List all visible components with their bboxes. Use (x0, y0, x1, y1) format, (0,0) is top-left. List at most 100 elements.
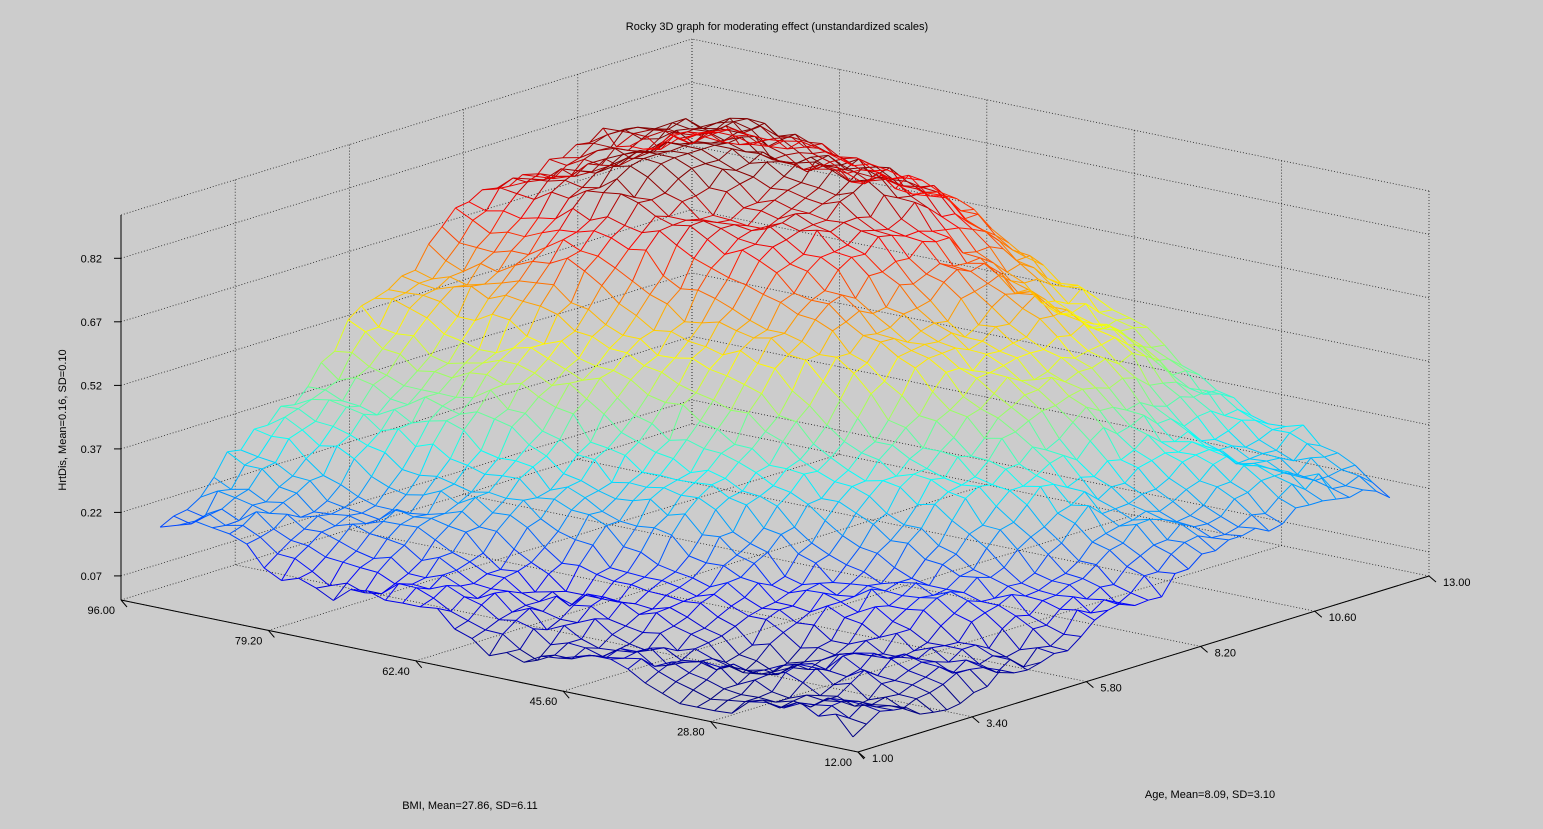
surface-mesh-line (1074, 357, 1093, 369)
surface-mesh-line (329, 582, 347, 587)
surface-mesh-line (808, 141, 827, 153)
surface-mesh-line (645, 230, 660, 251)
surface-mesh-line (683, 600, 701, 604)
surface-mesh-line (889, 313, 904, 328)
surface-mesh-line (1322, 498, 1337, 502)
surface-mesh-line (492, 497, 507, 514)
surface-mesh-line (581, 618, 596, 640)
surface-mesh-line (961, 476, 976, 486)
surface-mesh-line (352, 523, 366, 525)
surface-mesh-line (1054, 650, 1068, 654)
surface-mesh-line (1016, 260, 1035, 269)
surface-mesh-line (782, 421, 797, 442)
surface-mesh-line (826, 424, 845, 442)
surface-mesh-line (1143, 414, 1158, 425)
surface-mesh-line (1218, 449, 1237, 465)
surface-mesh-line (982, 524, 1001, 531)
surface-mesh-line (459, 397, 474, 415)
surface-mesh-line (976, 372, 991, 379)
surface-mesh-line (871, 696, 886, 705)
surface-mesh-line (1051, 580, 1070, 586)
surface-mesh-line (898, 684, 913, 695)
surface-mesh-line (557, 530, 576, 541)
surface-mesh-line (1197, 410, 1212, 418)
surface-mesh-line (468, 189, 483, 203)
surface-mesh-line (1253, 462, 1271, 470)
surface-mesh-line (754, 674, 769, 681)
surface-mesh-line (1084, 491, 1099, 500)
surface-mesh-line (901, 395, 920, 416)
left-wall-gridline-z (120, 399, 693, 577)
surface-mesh-line (805, 582, 820, 591)
surface-mesh-line (913, 642, 928, 652)
surface-mesh-line (682, 404, 701, 422)
surface-mesh-line (547, 179, 566, 182)
surface-mesh-line (791, 197, 806, 210)
surface-mesh-line (943, 456, 959, 479)
surface-mesh-line (1074, 523, 1093, 543)
surface-mesh-line (818, 705, 833, 717)
surface-mesh-line (945, 227, 960, 231)
surface-mesh-line (798, 553, 816, 564)
surface-mesh-line (723, 684, 738, 690)
surface-mesh-line (384, 452, 403, 470)
surface-mesh-line (548, 562, 563, 575)
surface-mesh-line (760, 125, 775, 139)
surface-mesh-line (1136, 518, 1151, 525)
surface-mesh-line (414, 269, 433, 280)
surface-mesh-line (701, 509, 717, 536)
surface-mesh-line (512, 177, 527, 183)
surface-mesh-line (749, 319, 768, 331)
surface-mesh-line (714, 277, 730, 299)
surface-mesh-line (649, 294, 668, 305)
surface-mesh-line (1278, 497, 1297, 509)
surface-mesh-line (475, 491, 489, 498)
surface-mesh-line (928, 352, 943, 359)
surface-mesh-line (546, 438, 561, 457)
surface-mesh-line (1257, 465, 1275, 477)
surface-mesh-line (1032, 446, 1051, 464)
surface-mesh-line (718, 131, 736, 137)
surface-mesh-line (539, 173, 554, 180)
surface-mesh-line (685, 118, 700, 128)
surface-mesh-line (549, 257, 568, 264)
surface-mesh-line (388, 469, 403, 488)
surface-mesh-line (1076, 609, 1095, 621)
surface-mesh-line (841, 164, 856, 173)
surface-mesh-line (955, 347, 969, 351)
surface-mesh-line (1231, 445, 1250, 460)
surface-mesh-line (802, 163, 821, 171)
surface-mesh-line (1376, 490, 1391, 499)
surface-mesh-line (760, 671, 774, 675)
surface-mesh-line (960, 692, 975, 704)
surface-mesh-line (373, 538, 388, 559)
surface-mesh-line (965, 486, 980, 499)
surface-mesh-line (723, 688, 742, 696)
surface-mesh-line (728, 249, 743, 278)
surface-mesh-line (448, 362, 466, 364)
surface-mesh-line (565, 590, 584, 596)
surface-mesh-line (1293, 443, 1308, 462)
surface-mesh-line (332, 425, 351, 436)
surface-mesh-line (1078, 560, 1097, 566)
surface-mesh-line (768, 441, 784, 466)
surface-mesh-line (1034, 554, 1049, 574)
surface-mesh-line (527, 518, 542, 529)
surface-mesh-line (931, 230, 950, 239)
surface-mesh-line (538, 591, 553, 603)
surface-mesh-line (643, 147, 657, 150)
surface-mesh-line (684, 321, 702, 324)
surface-mesh-line (988, 460, 1007, 470)
surface-mesh-line (765, 619, 784, 633)
surface-mesh-line (994, 234, 1013, 251)
surface-mesh-line (636, 498, 651, 527)
surface-mesh-line (825, 653, 840, 670)
surface-mesh-line (665, 384, 680, 403)
surface-mesh-line (906, 608, 924, 611)
surface-mesh-line (407, 560, 423, 574)
surface-mesh-line (844, 441, 862, 454)
surface-mesh-line (819, 582, 838, 596)
surface-mesh-line (920, 503, 936, 529)
surface-mesh-line (1074, 350, 1089, 359)
surface-mesh-line (390, 544, 405, 558)
